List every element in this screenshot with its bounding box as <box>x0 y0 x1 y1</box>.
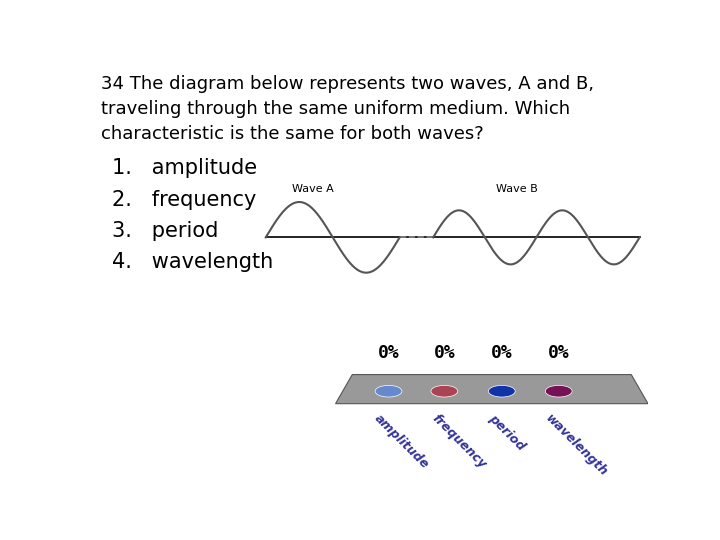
Text: 34 The diagram below represents two waves, A and B,: 34 The diagram below represents two wave… <box>101 75 594 93</box>
Text: characteristic is the same for both waves?: characteristic is the same for both wave… <box>101 125 484 143</box>
Polygon shape <box>336 375 648 404</box>
Text: Wave A: Wave A <box>292 184 334 194</box>
Text: 3.   period: 3. period <box>112 221 219 241</box>
Ellipse shape <box>375 386 402 397</box>
Text: 1.   amplitude: 1. amplitude <box>112 158 258 178</box>
Ellipse shape <box>431 386 458 397</box>
Text: 0%: 0% <box>548 344 570 362</box>
Text: frequency: frequency <box>429 412 489 471</box>
Text: 0%: 0% <box>491 344 513 362</box>
Text: period: period <box>486 412 528 454</box>
Text: 2.   frequency: 2. frequency <box>112 190 257 210</box>
Text: amplitude: amplitude <box>372 412 431 471</box>
Text: Wave B: Wave B <box>496 184 538 194</box>
Ellipse shape <box>488 386 516 397</box>
Ellipse shape <box>545 386 572 397</box>
Text: traveling through the same uniform medium. Which: traveling through the same uniform mediu… <box>101 100 570 118</box>
Text: 0%: 0% <box>378 344 400 362</box>
Text: 4.   wavelength: 4. wavelength <box>112 252 274 272</box>
Text: 0%: 0% <box>433 344 455 362</box>
Text: wavelength: wavelength <box>543 412 611 479</box>
